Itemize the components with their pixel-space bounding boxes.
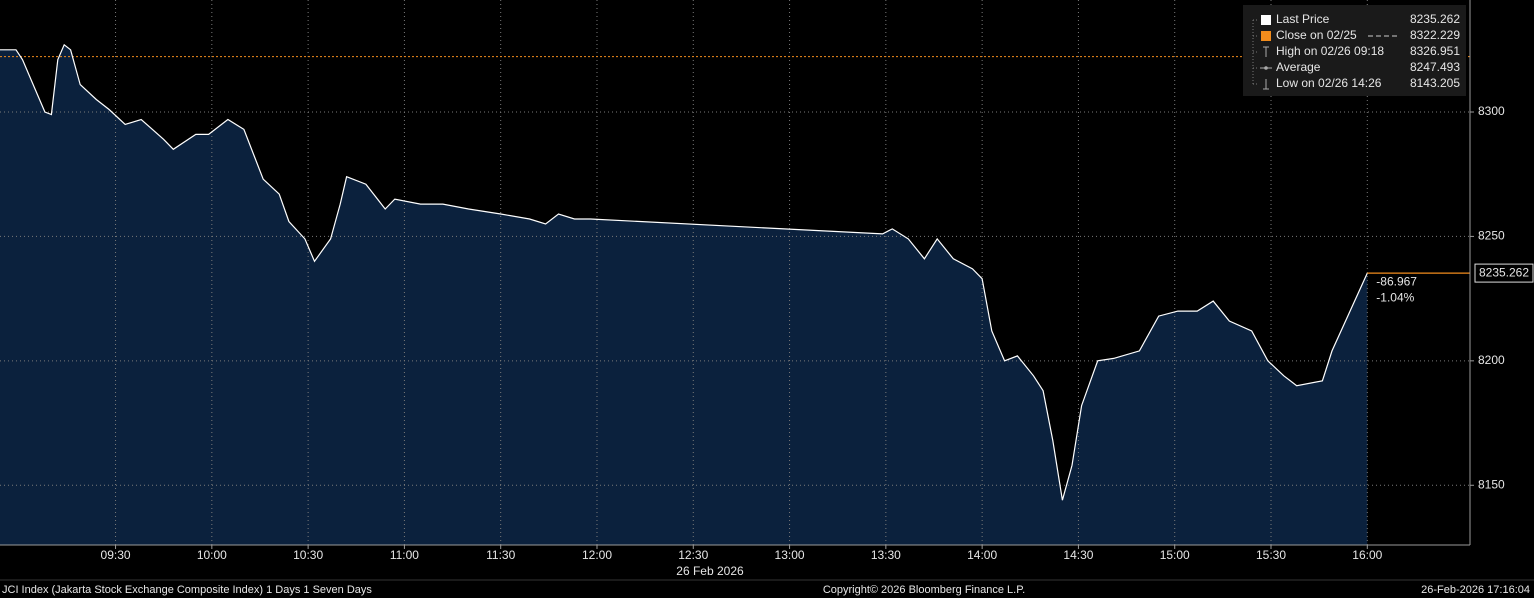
y-tick-label: 8250 [1478, 229, 1505, 243]
x-axis-label: 26 Feb 2026 [676, 564, 744, 578]
x-tick-label: 13:00 [775, 548, 805, 562]
area-fill [0, 44, 1368, 546]
legend-value: 8326.951 [1410, 44, 1460, 58]
legend-value: 8143.205 [1410, 76, 1460, 90]
footer-left: JCI Index (Jakarta Stock Exchange Compos… [2, 584, 372, 596]
legend: Last Price 8235.262 Close on 02/25 8322.229… [1243, 5, 1466, 96]
x-tick-label: 12:30 [678, 548, 708, 562]
last-price-box [1474, 263, 1534, 283]
x-tick-label: 09:30 [101, 548, 131, 562]
legend-label: Average [1276, 60, 1321, 74]
y-tick-label: 8300 [1478, 104, 1505, 118]
x-tick-label: 12:00 [582, 548, 612, 562]
legend-label: Last Price [1276, 12, 1330, 26]
legend-value: 8247.493 [1410, 60, 1460, 74]
legend-label: Low on 02/26 14:26 [1276, 76, 1382, 90]
footer-right: 26-Feb-2026 17:16:04 [1421, 584, 1530, 596]
x-tick-label: 10:30 [293, 548, 323, 562]
legend-value: 8322.229 [1410, 28, 1460, 42]
y-tick-label: 8200 [1478, 353, 1505, 367]
x-tick-label: 11:00 [390, 548, 419, 562]
legend-box [1243, 5, 1466, 96]
x-tick-label: 11:30 [486, 548, 515, 562]
x-tick-label: 14:00 [967, 548, 997, 562]
last-price-label: 8235.262 [1479, 265, 1529, 279]
x-tick-label: 13:30 [871, 548, 901, 562]
change-annotation: -86.967 [1376, 274, 1417, 288]
legend-label: High on 02/26 09:18 [1276, 44, 1384, 58]
legend-label: Close on 02/25 [1276, 28, 1357, 42]
legend-icon [1264, 66, 1268, 70]
legend-icon [1261, 15, 1271, 25]
legend-icon [1261, 31, 1271, 41]
x-tick-label: 15:30 [1256, 548, 1286, 562]
change-annotation: -1.04% [1376, 290, 1414, 304]
x-tick-label: 16:00 [1352, 548, 1382, 562]
footer-center: Copyright© 2026 Bloomberg Finance L.P. [823, 584, 1025, 596]
x-tick-label: 15:00 [1160, 548, 1190, 562]
y-tick-label: 8150 [1478, 477, 1505, 491]
price-line [0, 43, 1368, 501]
legend-value: 8235.262 [1410, 12, 1460, 26]
plot-area [0, 0, 1470, 546]
x-tick-label: 14:30 [1063, 548, 1093, 562]
x-tick-label: 10:00 [197, 548, 227, 562]
